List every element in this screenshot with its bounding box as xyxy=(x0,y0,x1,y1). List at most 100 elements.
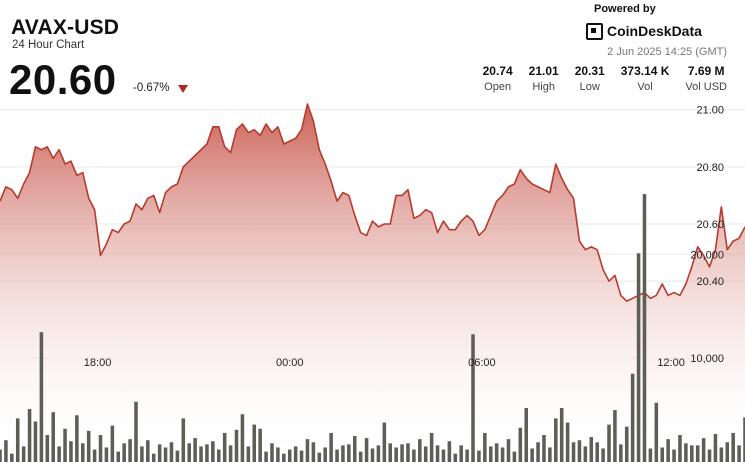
volume-bar xyxy=(69,441,73,462)
volume-bar xyxy=(352,436,357,462)
volume-bar xyxy=(725,442,730,462)
volume-bar xyxy=(412,449,416,462)
volume-bar xyxy=(134,401,138,462)
volume-bar xyxy=(713,433,718,462)
volume-bar xyxy=(222,432,227,462)
volume-bar xyxy=(187,443,191,462)
volume-bar xyxy=(459,445,463,462)
volume-bar xyxy=(287,449,292,462)
volume-bar xyxy=(488,446,493,462)
volume-bar xyxy=(684,443,688,462)
volume-bar xyxy=(506,439,511,462)
price-change: -0.67% xyxy=(133,82,170,94)
volume-bar xyxy=(299,450,304,462)
volume-bar xyxy=(276,447,280,462)
volume-bar xyxy=(252,424,257,462)
volume-bar xyxy=(347,444,351,462)
volume-bar xyxy=(110,425,115,462)
volume-bar xyxy=(15,418,20,462)
volume-bar xyxy=(719,447,724,462)
volume-bar xyxy=(701,438,706,462)
volume-bar xyxy=(678,435,682,462)
volume-bar xyxy=(577,440,582,462)
current-price: 20.60 xyxy=(9,56,117,103)
volume-bar xyxy=(323,447,327,462)
volume-bar xyxy=(465,449,469,462)
volume-bar xyxy=(21,446,26,462)
volume-bar xyxy=(205,444,209,462)
volume-bar xyxy=(435,445,440,462)
volume-bar xyxy=(453,453,458,462)
volume-bar xyxy=(163,447,168,462)
volume-bar xyxy=(329,432,333,462)
volume-bar xyxy=(293,446,298,462)
volume-bar xyxy=(128,439,132,462)
stat-low: 20.31 Low xyxy=(559,64,605,93)
volume-bar xyxy=(595,442,599,462)
volume-bar xyxy=(695,445,700,462)
chart-datetime: 2 Jun 2025 14:25 (GMT) xyxy=(607,46,727,58)
volume-bar xyxy=(116,451,121,462)
volume-bar xyxy=(589,437,594,462)
volume-bar xyxy=(264,451,268,462)
volume-bar xyxy=(217,449,221,462)
volume-bar xyxy=(642,194,647,462)
volume-bar xyxy=(92,449,97,462)
price-tick-label: 21.00 xyxy=(696,105,724,117)
volume-bar xyxy=(477,450,481,462)
volume-bar xyxy=(400,444,404,462)
volume-bar xyxy=(548,447,552,462)
volume-bar xyxy=(45,435,50,462)
volume-bar xyxy=(228,445,233,462)
stat-label: Open xyxy=(484,81,512,93)
down-arrow-icon xyxy=(178,85,188,93)
volume-bar xyxy=(737,445,741,462)
stat-label: Vol USD xyxy=(685,81,727,93)
volume-bar xyxy=(341,445,345,462)
volume-bar xyxy=(583,446,588,462)
volume-bar xyxy=(146,440,150,462)
volume-bar xyxy=(512,451,517,462)
pair-title: AVAX-USD xyxy=(11,16,120,39)
volume-bar xyxy=(311,442,316,462)
volume-bar xyxy=(234,429,239,462)
volume-bar xyxy=(98,435,103,462)
stat-value: 7.69 M xyxy=(687,64,725,78)
volume-bar xyxy=(157,444,162,462)
volume-bar xyxy=(613,410,617,462)
stat-vol: 373.14 K Vol xyxy=(605,64,670,93)
volume-bar xyxy=(530,448,534,462)
volume-bar xyxy=(376,445,381,462)
volume-bar xyxy=(471,334,475,462)
volume-bar xyxy=(607,424,611,462)
time-tick-label: 18:00 xyxy=(84,357,112,369)
volume-bar xyxy=(447,441,452,462)
volume-bar xyxy=(601,448,605,462)
volume-bar xyxy=(175,450,180,462)
volume-bar xyxy=(648,448,653,462)
price-tick-label: 20.60 xyxy=(696,219,724,231)
volume-bar xyxy=(258,428,262,462)
volume-bar xyxy=(542,435,546,462)
brand-logo[interactable]: CoinDeskData xyxy=(586,20,702,42)
volume-bar xyxy=(441,449,446,462)
volume-bar xyxy=(483,432,487,462)
volume-bar xyxy=(636,253,641,462)
time-tick-label: 12:00 xyxy=(657,357,685,369)
volume-bar xyxy=(524,408,529,462)
volume-bar xyxy=(494,443,499,462)
stat-value: 373.14 K xyxy=(620,64,670,78)
volume-bar xyxy=(193,438,197,462)
volume-bar xyxy=(388,443,393,462)
volume-bar xyxy=(75,415,79,462)
volume-bar xyxy=(57,446,61,462)
volume-bar xyxy=(151,453,156,462)
volume-bar xyxy=(554,418,558,462)
chart-subtitle: 24 Hour Chart xyxy=(12,39,85,51)
volume-bar xyxy=(358,451,363,462)
volume-bar xyxy=(270,443,274,462)
volume-tick-label: 10,000 xyxy=(690,353,724,365)
volume-bar xyxy=(51,412,55,462)
stats-panel: 20.74 Open 21.01 High 20.31 Low 373.14 K… xyxy=(467,64,727,93)
volume-bar xyxy=(39,332,44,462)
